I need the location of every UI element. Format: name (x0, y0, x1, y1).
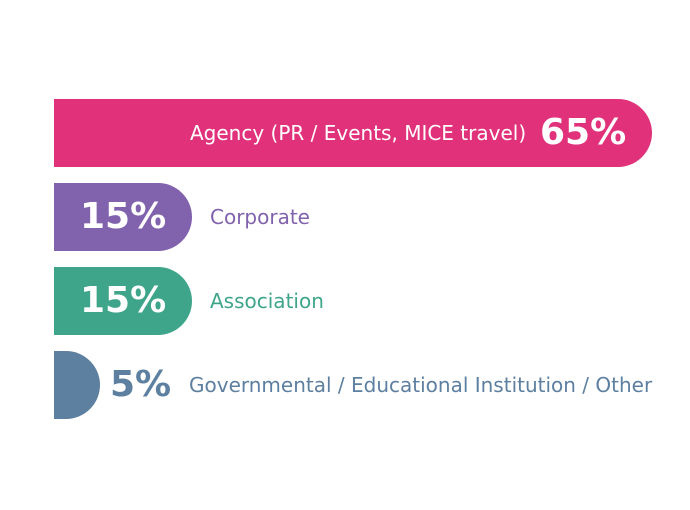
bar-row: 15% Corporate (54, 183, 670, 251)
bar-row: 5% Governmental / Educational Institution… (54, 351, 670, 419)
value-label: 5% (110, 364, 172, 405)
value-label: 65% (540, 112, 627, 153)
category-label: Association (210, 289, 324, 313)
value-label: 15% (80, 196, 167, 237)
bar (54, 351, 100, 419)
bar-row: 65% Agency (PR / Events, MICE travel) (54, 99, 670, 167)
bar-row: 15% Association (54, 267, 670, 335)
bar (54, 99, 652, 167)
category-label: Corporate (210, 205, 310, 229)
category-label: Governmental / Educational Institution /… (189, 373, 653, 397)
category-label: Agency (PR / Events, MICE travel) (190, 121, 527, 145)
bar (54, 267, 192, 335)
bar (54, 183, 192, 251)
value-label: 15% (80, 280, 167, 321)
